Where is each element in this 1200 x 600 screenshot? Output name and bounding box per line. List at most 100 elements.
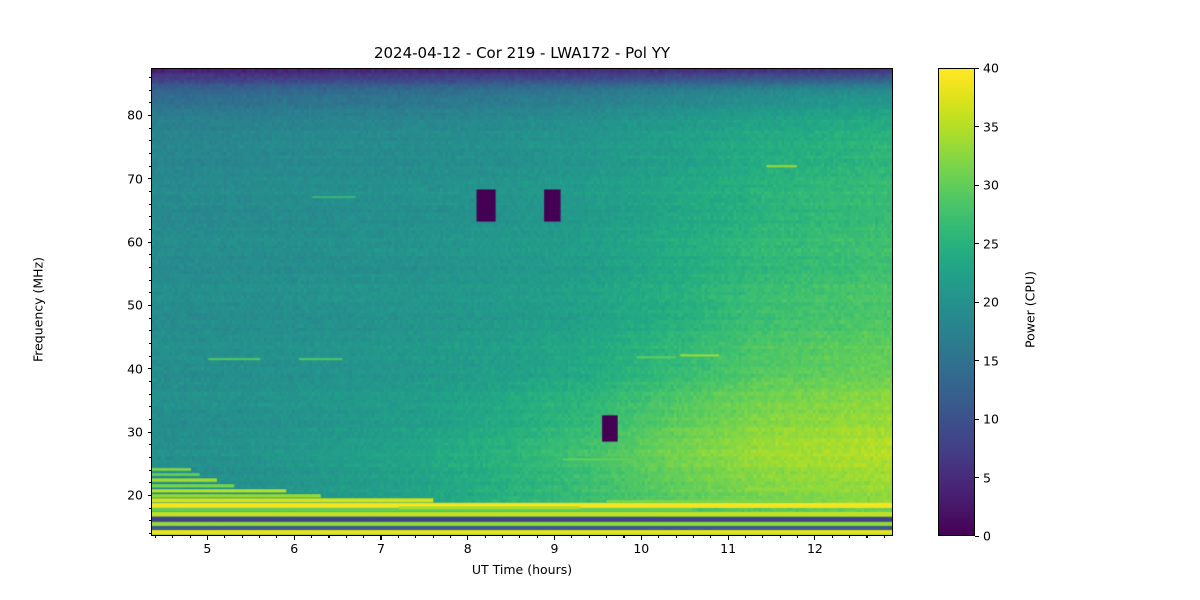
x-tick-mark xyxy=(206,536,208,540)
x-minor-tick-mark xyxy=(536,536,538,539)
colorbar-tick-mark xyxy=(975,126,979,128)
x-minor-tick-mark xyxy=(762,536,764,539)
colorbar-tick-mark xyxy=(975,477,979,479)
colorbar-tick-mark xyxy=(975,535,979,537)
y-tick-mark xyxy=(147,494,152,497)
x-minor-tick-mark xyxy=(710,536,712,539)
x-tick-label: 7 xyxy=(376,541,385,556)
x-minor-tick-mark xyxy=(831,536,833,539)
x-minor-tick-mark xyxy=(658,536,660,539)
colorbar-gradient xyxy=(939,69,974,535)
x-minor-tick-mark xyxy=(744,536,747,539)
spectrogram-axes[interactable] xyxy=(151,68,893,536)
y-minor-tick-mark xyxy=(149,279,152,281)
x-minor-tick-mark xyxy=(571,536,573,539)
x-minor-tick-mark xyxy=(449,536,451,539)
colorbar-tick-label: 10 xyxy=(983,411,999,427)
x-minor-tick-mark xyxy=(397,536,399,539)
y-minor-tick-mark xyxy=(149,342,152,345)
y-minor-tick-mark xyxy=(149,393,152,395)
colorbar-tick-label: 0 xyxy=(983,528,991,544)
x-minor-tick-mark xyxy=(258,536,261,539)
x-minor-tick-mark xyxy=(675,536,677,539)
x-minor-tick-mark xyxy=(276,536,278,539)
y-minor-tick-mark xyxy=(149,216,152,218)
y-tick-label: 50 xyxy=(127,297,143,313)
x-tick-mark xyxy=(554,536,556,540)
y-tick-label: 20 xyxy=(127,487,143,503)
y-minor-tick-mark xyxy=(149,317,152,319)
x-tick-label: 6 xyxy=(290,541,299,556)
y-tick-label: 30 xyxy=(127,424,143,440)
x-minor-tick-mark xyxy=(415,536,417,539)
x-minor-tick-mark xyxy=(154,536,156,539)
colorbar-tick-label: 35 xyxy=(983,119,999,134)
x-minor-tick-mark xyxy=(241,536,243,539)
x-minor-tick-mark xyxy=(866,536,868,539)
x-tick-mark xyxy=(727,536,729,540)
y-minor-tick-mark xyxy=(149,165,152,167)
colorbar-label: Power (CPU) xyxy=(1022,271,1038,348)
x-tick-mark xyxy=(814,536,816,540)
x-minor-tick-mark xyxy=(519,536,521,539)
colorbar-tick-label: 30 xyxy=(983,177,999,193)
colorbar-tick-label: 40 xyxy=(983,60,999,76)
y-tick-mark xyxy=(147,241,152,243)
y-tick-label: 80 xyxy=(127,107,143,123)
y-minor-tick-mark xyxy=(149,330,152,332)
y-minor-tick-mark xyxy=(149,469,152,471)
x-tick-label: 12 xyxy=(806,541,823,556)
colorbar-tick-mark xyxy=(975,67,979,69)
y-minor-tick-mark xyxy=(149,520,152,522)
colorbar-tick-label: 20 xyxy=(983,294,999,310)
x-minor-tick-mark xyxy=(189,536,191,539)
y-minor-tick-mark xyxy=(149,380,152,383)
colorbar[interactable] xyxy=(938,68,975,536)
x-tick-label: 10 xyxy=(633,541,650,556)
y-tick-mark xyxy=(147,368,152,370)
colorbar-tick-mark xyxy=(975,184,979,186)
x-minor-tick-mark xyxy=(692,536,694,539)
x-tick-mark xyxy=(380,536,382,540)
x-minor-tick-mark xyxy=(311,536,313,539)
y-minor-tick-mark xyxy=(149,254,152,256)
x-minor-tick-mark xyxy=(224,536,226,539)
y-axis-label: Frequency (MHz) xyxy=(30,256,46,363)
y-minor-tick-mark xyxy=(149,152,152,155)
colorbar-tick-mark xyxy=(975,301,979,303)
chart-title: 2024-04-12 - Cor 219 - LWA172 - Pol YY xyxy=(373,44,671,62)
x-minor-tick-mark xyxy=(797,536,799,539)
x-minor-tick-mark xyxy=(606,536,608,539)
y-minor-tick-mark xyxy=(149,266,152,269)
y-minor-tick-mark xyxy=(149,292,152,294)
x-minor-tick-mark xyxy=(345,536,347,539)
x-minor-tick-mark xyxy=(432,536,434,539)
y-minor-tick-mark xyxy=(149,190,152,193)
x-minor-tick-mark xyxy=(849,536,851,539)
x-minor-tick-mark xyxy=(779,536,781,539)
x-tick-label: 9 xyxy=(550,541,559,556)
colorbar-tick-mark xyxy=(975,360,979,362)
x-tick-mark xyxy=(467,536,469,540)
y-tick-mark xyxy=(147,178,152,180)
colorbar-tick-label: 25 xyxy=(983,236,999,251)
colorbar-tick-label: 5 xyxy=(983,470,991,485)
y-minor-tick-mark xyxy=(149,418,152,421)
x-minor-tick-mark xyxy=(588,536,590,539)
colorbar-tick-label: 15 xyxy=(983,353,999,368)
y-tick-label: 40 xyxy=(127,361,143,377)
x-minor-tick-mark xyxy=(883,536,885,539)
y-minor-tick-mark xyxy=(149,406,152,408)
y-minor-tick-mark xyxy=(149,102,152,104)
x-tick-label: 5 xyxy=(203,541,212,556)
spectrogram-image xyxy=(152,69,892,535)
y-minor-tick-mark xyxy=(149,203,152,205)
x-minor-tick-mark xyxy=(328,536,330,539)
y-tick-mark xyxy=(147,431,152,433)
x-tick-mark xyxy=(293,536,295,540)
x-minor-tick-mark xyxy=(172,536,174,539)
x-minor-tick-mark xyxy=(623,536,625,539)
y-minor-tick-mark xyxy=(149,355,152,357)
y-minor-tick-mark xyxy=(149,127,152,129)
